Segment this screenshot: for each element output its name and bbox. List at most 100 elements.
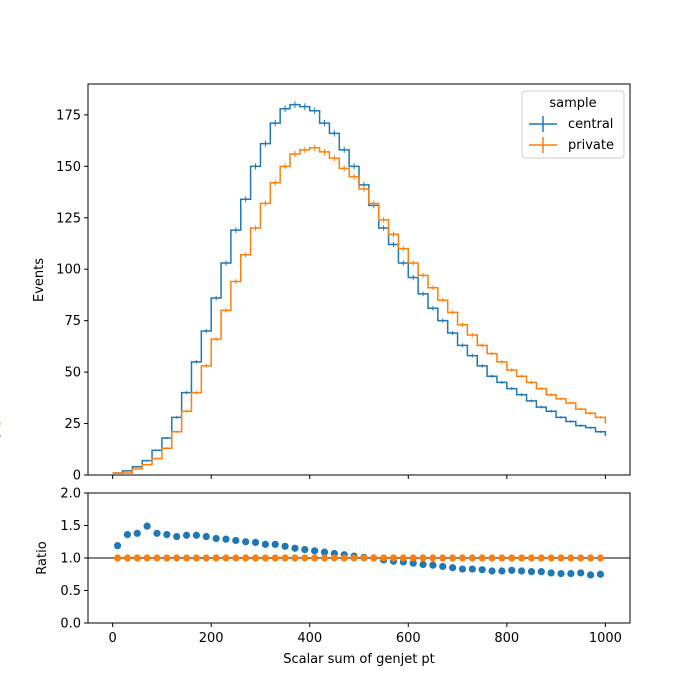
ratio-point-central [577, 569, 585, 577]
ratio-point-private [409, 554, 417, 562]
ratio-point-central [212, 534, 220, 543]
x-tick-label: 400 [297, 631, 322, 646]
ratio-point-private [192, 554, 200, 562]
ratio-point-private [389, 554, 398, 562]
main-y-tick-label: 175 [56, 108, 81, 123]
legend-label-private: private [568, 138, 614, 153]
ratio-panel: 0 200 400 600 800 1000 0.0 0.5 1.0 1.5 2.0 Ratio S… [35, 487, 631, 667]
ratio-point-central [202, 532, 210, 541]
legend-box [521, 90, 625, 159]
ratio-point-central [291, 544, 299, 552]
x-axis-label: Scalar sum of genjet pt [283, 652, 435, 667]
ratio-point-central [261, 540, 269, 548]
ratio-ticks: 0 200 400 600 800 1000 0.0 0.5 1.0 1.5 2.0 [60, 487, 622, 647]
ratio-point-central [301, 545, 309, 554]
main-y-tick-label: 100 [56, 263, 81, 278]
ratio-point-central [439, 562, 447, 571]
ratio-point-central [537, 568, 545, 576]
main-ticks: 0 25 50 75 100 125 150 175 [56, 108, 606, 484]
main-plot-area [0, 101, 607, 474]
ratio-point-private [143, 554, 151, 562]
ratio-point-private [133, 554, 141, 562]
ratio-y-tick-label: 2.0 [60, 487, 81, 502]
ratio-point-central [518, 567, 526, 575]
ratio-point-central [143, 522, 151, 530]
ratio-point-private [340, 554, 348, 562]
ratio-point-private [567, 554, 575, 562]
ratio-point-private [232, 554, 240, 562]
ratio-point-central [409, 559, 417, 567]
ratio-point-central [468, 565, 476, 573]
x-tick-label: 800 [494, 631, 519, 646]
ratio-point-central [547, 569, 555, 577]
ratio-point-central [320, 548, 329, 556]
ratio-point-central [419, 560, 427, 569]
ratio-point-private [449, 554, 457, 562]
ratio-point-private [458, 554, 467, 562]
ratio-point-private [547, 554, 555, 562]
ratio-point-private [508, 554, 516, 562]
ratio-point-central [596, 570, 605, 578]
legend-entry-private: private [529, 137, 614, 153]
ratio-point-private [173, 554, 181, 562]
ratio-point-private [488, 554, 496, 562]
ratio-point-private [537, 554, 545, 562]
legend: sample central private [521, 90, 625, 159]
ratio-plot-area [88, 522, 630, 579]
ratio-point-central [113, 542, 122, 550]
ratio-point-central [586, 571, 595, 579]
ratio-y-tick-label: 1.0 [60, 552, 81, 567]
ratio-point-private [222, 554, 230, 562]
ratio-point-central [133, 529, 141, 537]
ratio-point-central [488, 567, 496, 575]
ratio-point-central [508, 566, 516, 574]
main-axes-frame [87, 83, 631, 476]
legend-label-central: central [568, 117, 613, 132]
ratio-point-private [478, 554, 486, 562]
x-tick-label: 0 [108, 631, 116, 646]
ratio-point-private [301, 554, 309, 562]
ratio-point-central [163, 531, 171, 539]
ratio-point-central [281, 542, 289, 550]
ratio-point-central [192, 531, 200, 539]
main-y-tick-label: 75 [64, 314, 81, 329]
ratio-point-central [153, 529, 161, 537]
ratio-point-private [281, 554, 289, 562]
ratio-point-private [202, 554, 210, 562]
ratio-point-central [498, 567, 506, 575]
ratio-point-private [163, 554, 171, 562]
ratio-y-tick-label: 0.5 [60, 584, 81, 599]
ratio-y-tick-label: 1.5 [60, 519, 81, 534]
ratio-point-central [173, 532, 181, 541]
main-y-tick-label: 125 [56, 211, 81, 226]
main-y-tick-label: 150 [56, 160, 81, 175]
main-y-tick-label: 25 [64, 417, 81, 432]
main-y-tick-label: 0 [73, 469, 81, 484]
ratio-point-central [449, 564, 457, 572]
ratio-point-private [468, 554, 476, 562]
ratio-point-private [557, 554, 565, 562]
ratio-point-private [330, 554, 338, 562]
ratio-point-private [419, 554, 427, 562]
ratio-point-private [527, 554, 536, 562]
ratio-point-private [370, 554, 378, 562]
ratio-point-central [557, 570, 565, 578]
ratio-point-central [251, 538, 260, 547]
main-y-tick-label: 50 [64, 366, 81, 381]
ratio-point-private [291, 554, 299, 562]
ratio-point-central [429, 561, 437, 569]
x-tick-label: 1000 [589, 631, 622, 646]
ratio-point-central [478, 566, 486, 574]
ratio-point-private [596, 554, 605, 562]
ratio-point-private [251, 554, 260, 562]
ratio-point-private [271, 554, 279, 562]
ratio-point-central [182, 531, 191, 539]
ratio-point-private [360, 554, 368, 562]
ratio-point-private [439, 554, 447, 562]
ratio-point-central [311, 547, 319, 555]
ratio-point-central [123, 531, 132, 539]
ratio-point-private [320, 554, 329, 562]
ratio-point-private [242, 554, 250, 562]
ratio-point-private [498, 554, 506, 562]
